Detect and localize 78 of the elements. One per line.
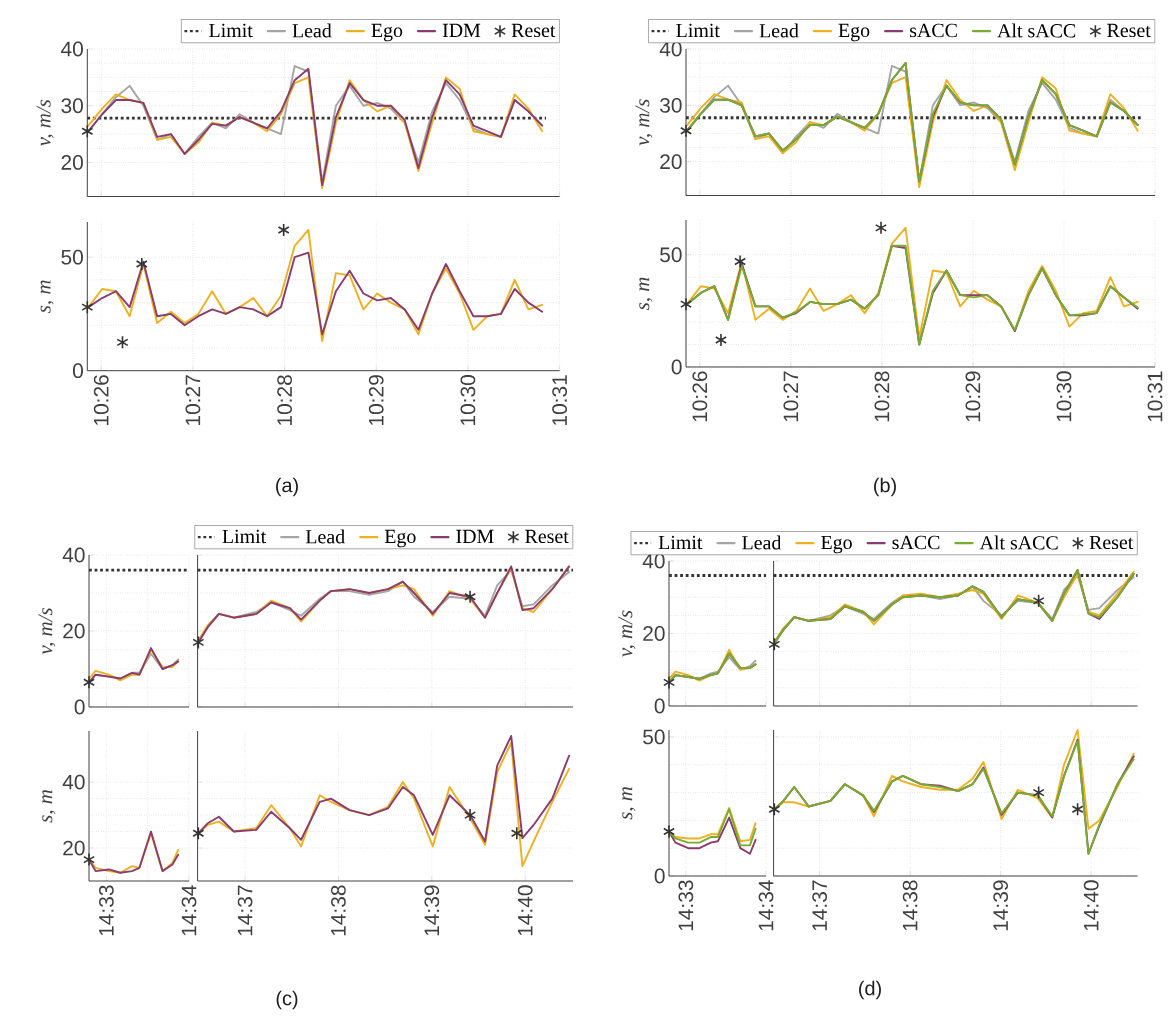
- legend-label: Alt sACC: [997, 23, 1076, 38]
- y-tick-label: 0: [654, 698, 665, 714]
- x-tick-label: 10:31: [1147, 371, 1163, 422]
- x-tick-label: 10:29: [965, 371, 981, 422]
- y-tick-label: 20: [63, 623, 85, 639]
- legend-label: Reset: [511, 23, 556, 38]
- x-tick-label: 10:26: [692, 371, 708, 422]
- y-tick-label: 20: [660, 154, 682, 170]
- legend-label: IDM: [456, 529, 494, 543]
- x-tick-label: 14:38: [902, 880, 918, 931]
- x-tick-label: 10:28: [874, 371, 890, 422]
- y-tick-label: 40: [60, 41, 83, 57]
- x-tick-label: 10:30: [460, 375, 476, 425]
- y-axis-title: s, m: [42, 790, 56, 823]
- y-tick-label: 50: [643, 729, 665, 745]
- y-axis-title: v, m/s: [635, 99, 653, 146]
- x-tick-label: 14:37: [237, 885, 253, 936]
- y-tick-label: 40: [659, 41, 682, 57]
- legend-label: Limit: [222, 529, 267, 544]
- y-tick-label: 0: [72, 363, 83, 379]
- legend-label: Reset: [1089, 535, 1134, 550]
- y-axis-title: v, m/s: [38, 608, 56, 655]
- legend-label: Alt sACC: [979, 535, 1058, 550]
- y-tick-label: 20: [643, 626, 665, 641]
- legend-label: Reset: [525, 529, 569, 544]
- legend-label: Limit: [209, 23, 253, 38]
- x-tick-label: 14:38: [331, 885, 346, 936]
- y-tick-label: 30: [660, 97, 682, 113]
- y-tick-label: 40: [62, 547, 85, 563]
- legend-label: Lead: [742, 535, 782, 550]
- legend-label: Ego: [838, 23, 870, 42]
- y-tick-label: 0: [74, 699, 85, 715]
- y-axis-title: v, m/s: [618, 610, 636, 657]
- legend-label: Lead: [759, 23, 799, 38]
- x-tick-label: 10:28: [277, 375, 292, 425]
- text: (c): [276, 990, 298, 1010]
- y-tick-label: 0: [654, 868, 665, 884]
- y-axis-title: s, m: [40, 280, 54, 313]
- x-tick-label: 10:31: [552, 375, 568, 425]
- y-tick-label: 50: [660, 247, 682, 263]
- legend-label: sACC: [910, 23, 957, 38]
- text: (b): [874, 477, 896, 497]
- y-tick-label: 20: [63, 840, 85, 856]
- x-tick-label: 10:27: [783, 371, 799, 422]
- y-tick-label: 40: [642, 553, 665, 569]
- y-tick-label: 50: [61, 249, 83, 265]
- x-tick-label: 10:29: [368, 375, 384, 425]
- legend-label: IDM: [442, 23, 481, 37]
- x-tick-label: 10:27: [185, 375, 201, 425]
- y-tick-label: 0: [671, 359, 682, 375]
- y-tick-label: 20: [61, 155, 83, 170]
- x-tick-label: 14:34: [758, 880, 774, 931]
- legend-label: Limit: [658, 535, 703, 550]
- text: (d): [859, 980, 881, 1000]
- legend-label: sACC: [892, 535, 940, 550]
- x-tick-label: 14:34: [181, 885, 197, 936]
- y-tick-label: 40: [62, 774, 85, 790]
- text: (a): [276, 477, 298, 497]
- x-tick-label: 14:39: [424, 885, 440, 936]
- legend-label: Lead: [292, 23, 332, 38]
- x-tick-label: 10:26: [93, 375, 109, 425]
- y-axis-title: s, m: [622, 787, 636, 820]
- x-tick-label: 14:33: [98, 885, 114, 936]
- x-tick-label: 14:40: [517, 885, 533, 936]
- x-tick-label: 14:33: [678, 880, 694, 931]
- y-axis-title: v, m/s: [36, 99, 54, 147]
- legend-label: Ego: [821, 535, 852, 554]
- legend-label: Reset: [1107, 23, 1151, 38]
- legend-label: Ego: [371, 23, 403, 42]
- x-tick-label: 14:39: [993, 880, 1009, 931]
- x-tick-label: 10:30: [1056, 371, 1072, 422]
- x-tick-label: 14:37: [812, 880, 828, 931]
- legend-label: Lead: [305, 529, 345, 544]
- x-tick-label: 14:40: [1083, 880, 1099, 931]
- legend-label: Ego: [384, 529, 416, 548]
- y-tick-label: 30: [61, 98, 83, 114]
- y-axis-title: s, m: [639, 277, 653, 311]
- legend-label: Limit: [676, 23, 720, 38]
